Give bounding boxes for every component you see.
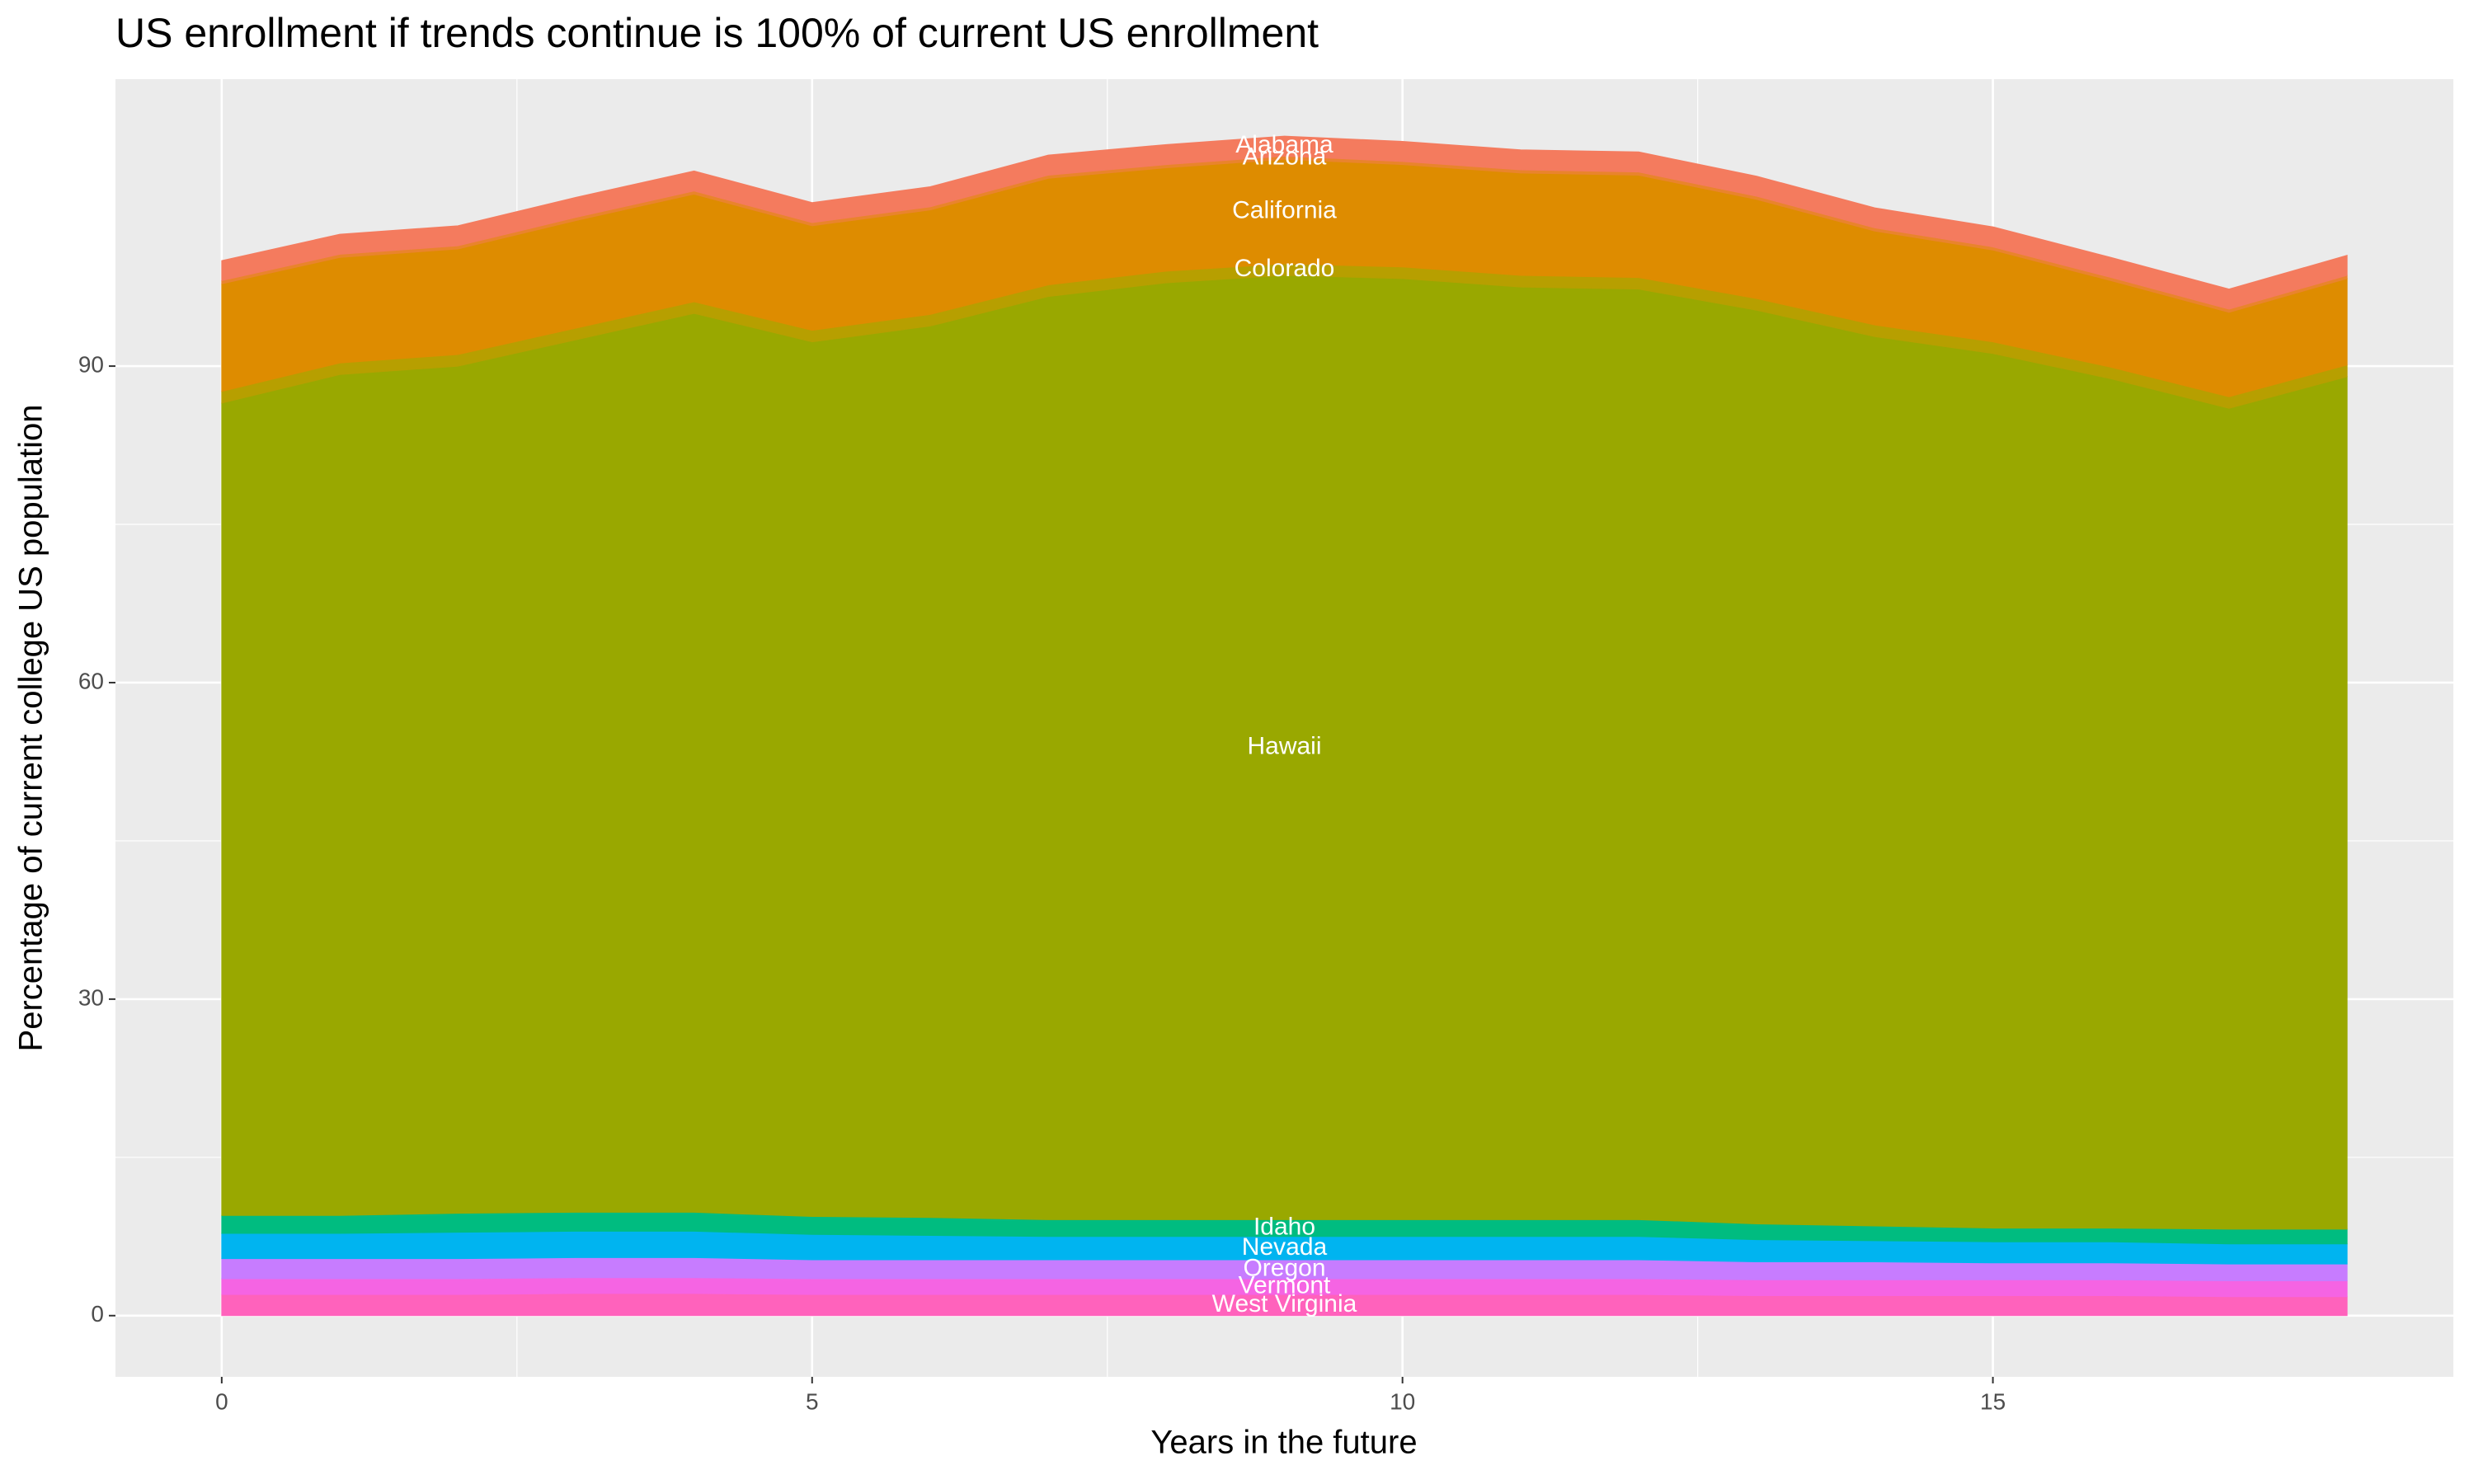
area-label: Nevada bbox=[1242, 1233, 1328, 1261]
x-axis-title: Years in the future bbox=[1150, 1425, 1417, 1461]
area-label: Vermont bbox=[1239, 1272, 1331, 1299]
axes: 0 30 60 90 0 5 10 15 bbox=[78, 351, 2006, 1414]
y-axis-title: Percentage of current college US populat… bbox=[13, 405, 49, 1052]
y-tick-label: 90 bbox=[78, 351, 104, 377]
y-tick-label: 0 bbox=[91, 1301, 104, 1327]
area-label: California bbox=[1232, 197, 1337, 224]
x-tick-label: 5 bbox=[806, 1388, 819, 1414]
x-tick-label: 0 bbox=[215, 1388, 228, 1414]
area-label: Alabama bbox=[1235, 131, 1333, 158]
chart-title: US enrollment if trends continue is 100%… bbox=[115, 10, 1319, 56]
areas bbox=[221, 135, 2348, 1317]
y-tick-label: 30 bbox=[78, 984, 104, 1010]
area-label: Oregon bbox=[1243, 1254, 1325, 1281]
area bbox=[221, 135, 2348, 310]
x-tick-label: 15 bbox=[1980, 1388, 2006, 1414]
x-tick-label: 10 bbox=[1390, 1388, 1415, 1414]
area-label: Colorado bbox=[1235, 255, 1335, 282]
area-label: Hawaii bbox=[1247, 733, 1321, 760]
area-label: Arizona bbox=[1243, 143, 1327, 170]
area-label: Idaho bbox=[1253, 1213, 1315, 1240]
y-tick-label: 60 bbox=[78, 668, 104, 693]
area-label: West Virginia bbox=[1212, 1290, 1357, 1317]
